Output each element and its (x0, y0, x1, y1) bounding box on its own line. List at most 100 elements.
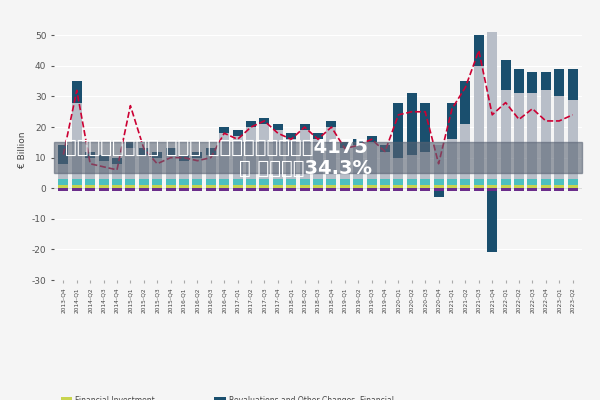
Bar (514, 69, 524, 94)
Bar (193, 179, 202, 185)
Bar (233, 179, 242, 185)
Bar (72, 102, 82, 179)
Bar (514, 179, 524, 185)
Bar (58, 185, 68, 188)
Bar (152, 152, 162, 158)
Bar (367, 185, 377, 188)
Bar (380, 188, 390, 191)
Bar (125, 188, 136, 191)
Bar (407, 94, 417, 154)
Text: 亿 同比增长34.3%: 亿 同比增长34.3% (239, 158, 372, 178)
Bar (85, 179, 95, 185)
Bar (407, 185, 417, 188)
Bar (420, 102, 430, 152)
Bar (233, 136, 242, 179)
Bar (527, 188, 538, 191)
Bar (139, 179, 149, 185)
Bar (58, 179, 68, 185)
Bar (326, 185, 337, 188)
Bar (460, 81, 470, 124)
Bar (367, 179, 377, 185)
Bar (54, 142, 582, 173)
Bar (447, 185, 457, 188)
Bar (286, 139, 296, 179)
Bar (139, 185, 149, 188)
Bar (179, 154, 189, 161)
Bar (166, 154, 176, 179)
Bar (326, 121, 337, 127)
Text: 策略联盟按月配资 华为： 上华年实现销售收入4175: 策略联盟按月配资 华为： 上华年实现销售收入4175 (65, 138, 367, 157)
Bar (313, 139, 323, 179)
Bar (460, 124, 470, 179)
Bar (259, 185, 269, 188)
Bar (166, 148, 176, 154)
Bar (487, 185, 497, 188)
Bar (474, 188, 484, 191)
Bar (246, 179, 256, 185)
Bar (273, 188, 283, 191)
Bar (514, 94, 524, 179)
Bar (447, 179, 457, 185)
Bar (394, 102, 403, 158)
Bar (353, 179, 363, 185)
Bar (179, 185, 189, 188)
Bar (85, 158, 95, 179)
Bar (340, 188, 350, 191)
Bar (541, 185, 551, 188)
Bar (487, 32, 497, 179)
Bar (233, 188, 242, 191)
Bar (273, 179, 283, 185)
Bar (326, 127, 337, 179)
Bar (340, 185, 350, 188)
Bar (193, 188, 202, 191)
Bar (541, 72, 551, 90)
Bar (367, 142, 377, 179)
Bar (125, 148, 136, 179)
Bar (554, 96, 564, 179)
Bar (299, 185, 310, 188)
Bar (460, 188, 470, 191)
Bar (98, 188, 109, 191)
Bar (98, 179, 109, 185)
Bar (474, 185, 484, 188)
Bar (193, 152, 202, 158)
Bar (568, 185, 578, 188)
Bar (219, 133, 229, 179)
Bar (326, 179, 337, 185)
Bar (394, 179, 403, 185)
Bar (554, 188, 564, 191)
Bar (206, 148, 216, 154)
Bar (527, 72, 538, 94)
Bar (246, 188, 256, 191)
Bar (273, 130, 283, 179)
Bar (246, 185, 256, 188)
Bar (313, 185, 323, 188)
Bar (474, 35, 484, 66)
Bar (554, 179, 564, 185)
Bar (367, 188, 377, 191)
Bar (434, 146, 443, 179)
Bar (299, 130, 310, 179)
Y-axis label: € Billion: € Billion (19, 132, 28, 168)
Bar (487, 179, 497, 185)
Bar (179, 188, 189, 191)
Bar (152, 185, 162, 188)
Bar (72, 185, 82, 188)
Bar (420, 179, 430, 185)
Bar (407, 188, 417, 191)
Bar (206, 185, 216, 188)
Bar (340, 179, 350, 185)
Bar (112, 188, 122, 191)
Bar (353, 188, 363, 191)
Bar (193, 158, 202, 179)
Bar (112, 179, 122, 185)
Bar (246, 121, 256, 127)
Bar (420, 152, 430, 179)
Bar (259, 118, 269, 124)
Bar (460, 185, 470, 188)
Bar (500, 179, 511, 185)
Bar (394, 185, 403, 188)
Bar (447, 188, 457, 191)
Bar (98, 161, 109, 179)
Bar (460, 179, 470, 185)
